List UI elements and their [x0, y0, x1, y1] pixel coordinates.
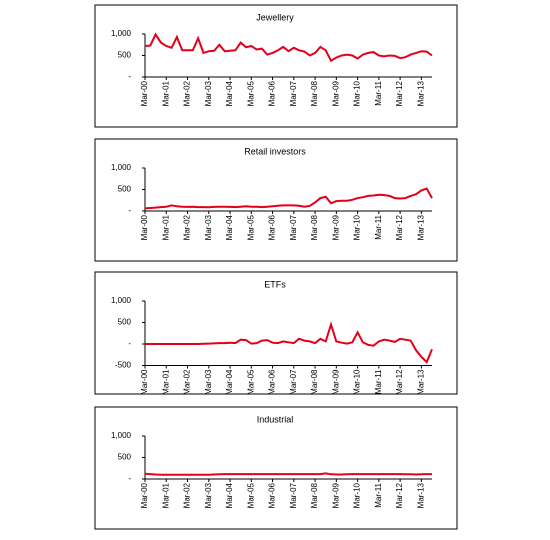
x-tick-label: Mar-13 — [416, 369, 425, 395]
x-tick-label: Mar-01 — [161, 80, 170, 106]
y-tick-label: - — [128, 339, 131, 348]
y-tick-label: - — [128, 206, 131, 215]
x-tick-label: Mar-13 — [416, 482, 425, 508]
x-tick-label: Mar-09 — [331, 482, 340, 508]
x-tick-label: Mar-10 — [353, 482, 362, 508]
x-tick-label: Mar-08 — [310, 369, 319, 395]
x-tick-label: Mar-13 — [416, 80, 425, 106]
y-tick-label: - — [128, 72, 131, 81]
y-tick-label: 500 — [118, 185, 132, 194]
y-tick-label: 500 — [118, 318, 132, 327]
x-tick-label: Mar-11 — [374, 482, 383, 507]
x-tick-label: Mar-09 — [331, 214, 340, 240]
x-tick-label: Mar-09 — [331, 80, 340, 106]
x-tick-label: Mar-03 — [204, 214, 213, 240]
y-tick-label: 1,000 — [111, 29, 132, 38]
chart-panel: Industrial - 500 1,000 Mar-00 Mar-01 Mar-02 Mar… — [94, 406, 458, 530]
x-tick-label: Mar-11 — [374, 214, 383, 239]
chart-title: ETFs — [264, 279, 286, 289]
panel-frame — [94, 271, 458, 395]
x-tick-label: Mar-03 — [204, 80, 213, 106]
x-tick-label: Mar-12 — [395, 214, 404, 240]
x-tick-label: Mar-01 — [161, 482, 170, 508]
x-tick-label: Mar-01 — [161, 369, 170, 395]
x-tick-label: Mar-03 — [204, 482, 213, 508]
y-tick-label: 1,000 — [111, 296, 132, 305]
x-tick-label: Mar-08 — [310, 482, 319, 508]
chart-title: Retail investors — [244, 146, 306, 156]
x-tick-label: Mar-10 — [353, 80, 362, 106]
x-tick-label: Mar-07 — [289, 369, 298, 395]
x-tick-label: Mar-04 — [225, 214, 234, 240]
x-tick-label: Mar-00 — [140, 482, 149, 508]
chart-title: Industrial — [257, 414, 294, 424]
x-tick-label: Mar-06 — [268, 80, 277, 106]
x-tick-label: Mar-08 — [310, 214, 319, 240]
x-tick-label: Mar-02 — [183, 369, 192, 395]
panel-frame — [94, 4, 458, 128]
data-line — [144, 187, 433, 210]
x-tick-label: Mar-11 — [374, 80, 383, 105]
chart-panel: Jewellery - 500 1,000 Mar-00 Mar-01 Mar-02 Mar-… — [94, 4, 458, 128]
x-tick-label: Mar-06 — [268, 369, 277, 395]
x-tick-label: Mar-00 — [140, 214, 149, 240]
data-line — [144, 472, 432, 476]
x-tick-label: Mar-02 — [183, 482, 192, 508]
chart-panel: Retail investors - 500 1,000 Mar-00 Mar-01 Mar… — [94, 138, 458, 262]
x-tick-label: Mar-02 — [183, 214, 192, 240]
x-tick-label: Mar-13 — [416, 214, 425, 240]
x-tick-label: Mar-12 — [395, 482, 404, 508]
data-line — [145, 321, 433, 364]
y-tick-label: 500 — [118, 453, 132, 462]
x-tick-label: Mar-10 — [353, 214, 362, 240]
x-tick-label: Mar-04 — [225, 369, 234, 395]
x-tick-label: Mar-06 — [268, 482, 277, 508]
x-tick-label: Mar-00 — [140, 369, 149, 395]
y-tick-label: 1,000 — [111, 163, 132, 172]
x-tick-label: Mar-09 — [331, 369, 340, 395]
x-tick-label: Mar-02 — [183, 80, 192, 106]
x-tick-label: Mar-00 — [140, 80, 149, 106]
x-tick-label: Mar-05 — [246, 80, 255, 106]
data-line — [144, 32, 433, 63]
panel-frame — [94, 406, 458, 530]
x-tick-label: Mar-04 — [225, 482, 234, 508]
panel-frame — [94, 138, 458, 262]
chart-title: Jewellery — [256, 12, 294, 22]
x-tick-label: Mar-11 — [374, 369, 383, 394]
x-tick-label: Mar-05 — [246, 482, 255, 508]
x-tick-label: Mar-01 — [161, 214, 170, 240]
x-tick-label: Mar-07 — [289, 214, 298, 240]
x-tick-label: Mar-07 — [289, 482, 298, 508]
x-tick-label: Mar-08 — [310, 80, 319, 106]
x-tick-label: Mar-04 — [225, 80, 234, 106]
x-tick-label: Mar-03 — [204, 369, 213, 395]
x-tick-label: Mar-05 — [246, 369, 255, 395]
y-tick-label: - — [128, 474, 131, 483]
x-tick-label: Mar-07 — [289, 80, 298, 106]
x-tick-label: Mar-12 — [395, 369, 404, 395]
y-tick-label: 1,000 — [111, 431, 132, 440]
x-tick-label: Mar-12 — [395, 80, 404, 106]
y-tick-label: 500 — [118, 51, 132, 60]
y-tick-label: -500 — [115, 361, 132, 370]
x-tick-label: Mar-10 — [353, 369, 362, 395]
x-tick-label: Mar-05 — [246, 214, 255, 240]
x-tick-label: Mar-06 — [268, 214, 277, 240]
